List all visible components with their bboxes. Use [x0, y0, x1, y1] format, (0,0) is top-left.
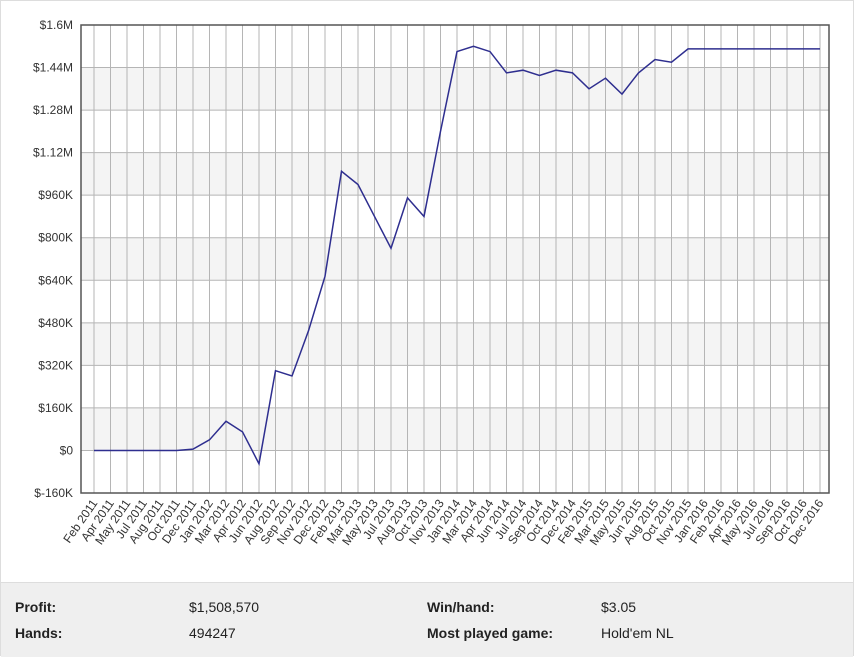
y-tick-label: $1.6M	[40, 18, 73, 32]
y-tick-label: $0	[60, 443, 74, 457]
stat-label: Most played game:	[427, 625, 554, 641]
stats-panel: Profit: $1,508,570 Win/hand: $3.05 Hands…	[1, 582, 853, 657]
y-tick-label: $320K	[38, 358, 73, 372]
y-tick-label: $160K	[38, 401, 73, 415]
stat-label: Profit:	[15, 599, 57, 615]
data-line	[94, 45, 820, 467]
y-tick-label: $-160K	[34, 486, 73, 500]
y-tick-label: $1.12M	[33, 146, 73, 160]
stat-value: $1,508,570	[189, 599, 260, 615]
y-tick-label: $800K	[38, 231, 73, 245]
y-tick-label: $1.28M	[33, 103, 73, 117]
y-tick-label: $960K	[38, 188, 73, 202]
stat-value: 494247	[189, 625, 236, 641]
stat-value: Hold'em NL	[601, 625, 674, 641]
stat-label: Win/hand:	[427, 599, 495, 615]
chart: $-160K $0 $160K $320K $480K $640K $800K $960K $1…	[33, 18, 830, 548]
y-tick-label: $1.44M	[33, 61, 73, 75]
plot-border	[80, 24, 830, 494]
stat-value: $3.05	[601, 599, 637, 615]
y-tick-label: $640K	[38, 273, 73, 287]
y-tick-label: $480K	[38, 316, 73, 330]
stat-label: Hands:	[15, 625, 63, 641]
